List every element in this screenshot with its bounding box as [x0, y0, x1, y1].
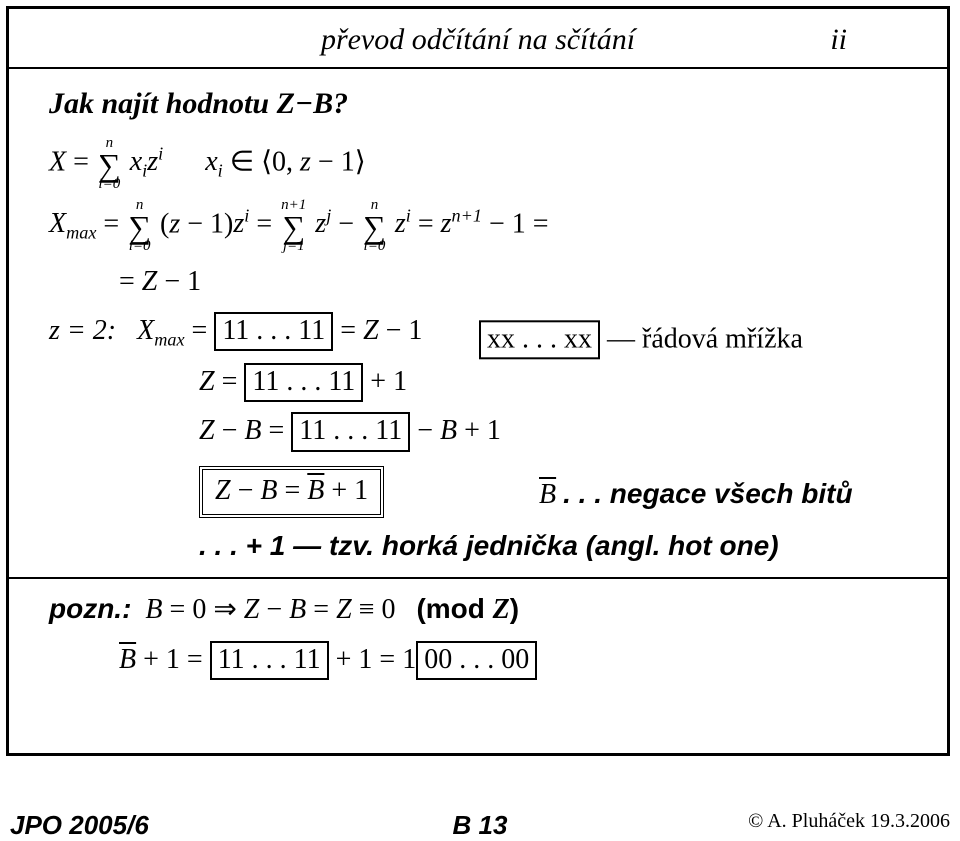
sigma-4-bot: i=0 [363, 239, 386, 254]
box-ones-1: 11 . . . 11 [214, 312, 333, 352]
sigma-4: n ∑ i=0 [363, 198, 386, 254]
content-area: Jak najít hodnotu Z−B? X = n ∑ i=0 xizi … [9, 69, 947, 681]
section-heading: Jak najít hodnotu Z−B? [49, 81, 907, 128]
z2-label: z = 2: [49, 315, 116, 346]
eq-Xmax: Xmax = n ∑ i=0 (z − 1)zi = n+1 ∑ j=1 zj … [49, 198, 907, 254]
eq-Xmax-line2: = Z − 1 [49, 260, 907, 303]
header-pagemark: ii [830, 23, 847, 57]
sigma-2: n ∑ i=0 [128, 198, 151, 254]
grid-label: — řádová mřížka [607, 323, 803, 354]
grid-note: xx . . . xx — řádová mřížka [479, 317, 803, 360]
sigma-3: n+1 ∑ j=1 [281, 198, 306, 254]
box-zeros: 00 . . . 00 [416, 641, 537, 681]
box-ones-2: 11 . . . 11 [244, 363, 363, 403]
pozn-line-2: B + 1 = 11 . . . 11 + 1 = 100 . . . 00 [49, 638, 907, 681]
ZB-line: Z − B = 11 . . . 11 − B + 1 [49, 409, 907, 452]
z2-Z-line: Z = 11 . . . 11 + 1 [49, 360, 907, 403]
sigma-3-bot: j=1 [281, 239, 306, 254]
double-box: Z − B = B + 1 [199, 466, 384, 518]
divider-2 [9, 577, 947, 579]
eq-X-definition: X = n ∑ i=0 xizi xi ∈ ⟨0, z − 1⟩ [49, 136, 907, 192]
box-ones-4: 11 . . . 11 [210, 641, 329, 681]
double-box-row: Z − B = B + 1 B . . . negace všech bitů [49, 466, 907, 518]
heading-text: Jak najít hodnotu Z−B? [49, 87, 348, 120]
pozn-label: pozn.: [49, 593, 131, 624]
sigma-1: n ∑ i=0 [98, 136, 121, 192]
box-xx: xx . . . xx [479, 320, 600, 360]
sigma-1-bot: i=0 [98, 177, 121, 192]
header-title: převod odčítání na sčítání [49, 23, 907, 57]
box-ones-3: 11 . . . 11 [291, 412, 410, 452]
page-header: převod odčítání na sčítání ii [9, 9, 947, 67]
footer-right: © A. Pluháček 19.3.2006 [748, 810, 950, 833]
sigma-2-bot: i=0 [128, 239, 151, 254]
pozn-line: pozn.: B = 0 ⇒ Z − B = Z ≡ 0 (mod Z) [49, 587, 907, 631]
z2-block: z = 2: Xmax = 11 . . . 11 = Z − 1 xx . .… [49, 309, 907, 354]
negation-note: B . . . negace všech bitů [539, 472, 853, 516]
hot-one-line: . . . + 1 — tzv. horká jednička (angl. h… [49, 524, 907, 567]
page-frame: převod odčítání na sčítání ii Jak najít … [6, 6, 950, 756]
